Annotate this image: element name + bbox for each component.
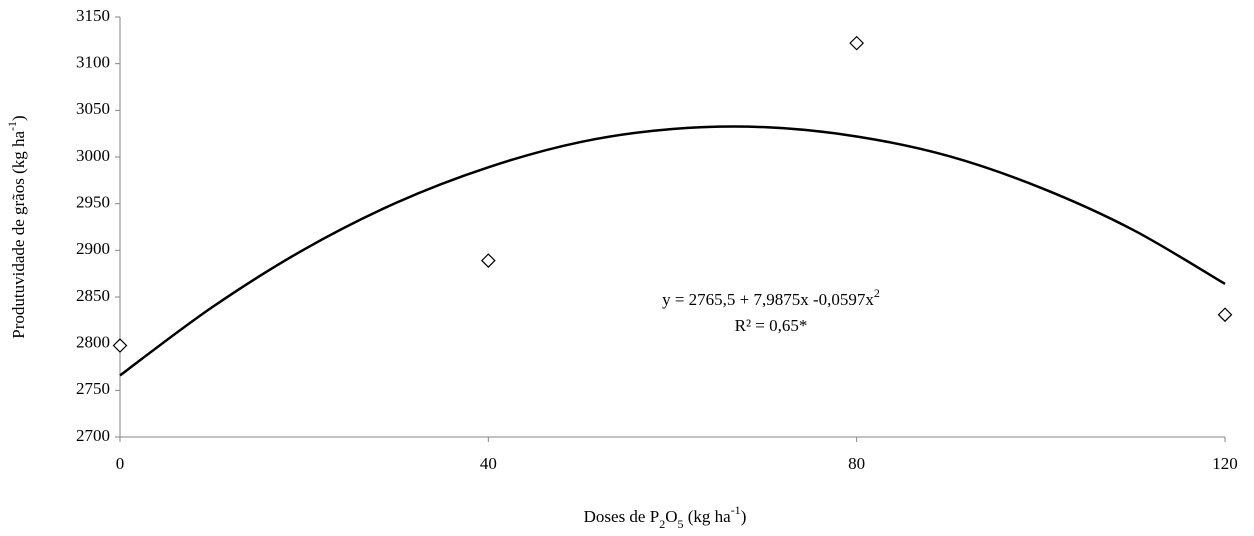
- label-part: ): [741, 507, 747, 526]
- x-tick-label: 40: [480, 454, 497, 473]
- trend-line: [119, 125, 1226, 377]
- point: [480, 253, 496, 268]
- y-tick-label: 2850: [76, 286, 110, 305]
- y-axis-label: Produtuvidade de grãos (kg ha-1): [5, 115, 28, 338]
- label-part: -1: [731, 503, 741, 517]
- label-part: 5: [677, 517, 683, 531]
- y-tick-label: 2750: [76, 379, 110, 398]
- label-part: (kg ha: [683, 507, 731, 526]
- y-tick-label: 2700: [76, 426, 110, 445]
- label-part: 2: [659, 517, 665, 531]
- label-part: y = 2765,5 + 7,9875x -0,0597x: [662, 290, 874, 309]
- y-tick-label: 2950: [76, 193, 110, 212]
- x-tick-label: 120: [1212, 454, 1238, 473]
- point: [849, 35, 865, 51]
- x-tick-label: 0: [116, 454, 125, 473]
- y-tick-label: 3050: [76, 99, 110, 118]
- y-tick-label: 3100: [76, 53, 110, 72]
- x-axis-label: Doses de P2O5 (kg ha-1): [584, 503, 747, 531]
- y-tick-label: 3150: [76, 6, 110, 25]
- label-part: ): [9, 115, 28, 121]
- label-part: Doses de P: [584, 507, 660, 526]
- y-tick-label: 2900: [76, 239, 110, 258]
- label-part: O: [665, 507, 677, 526]
- y-tick-label: 3000: [76, 146, 110, 165]
- label-part: Produtuvidade de grãos (kg ha: [9, 131, 28, 339]
- r-squared: R² = 0,65*: [735, 316, 808, 335]
- y-tick-label: 2800: [76, 333, 110, 352]
- label-part: -1: [5, 121, 19, 131]
- label-part: 2: [874, 286, 880, 300]
- point: [112, 338, 128, 353]
- equation: y = 2765,5 + 7,9875x -0,0597x2: [662, 286, 880, 309]
- x-tick-label: 80: [848, 454, 865, 473]
- point: [1217, 307, 1233, 323]
